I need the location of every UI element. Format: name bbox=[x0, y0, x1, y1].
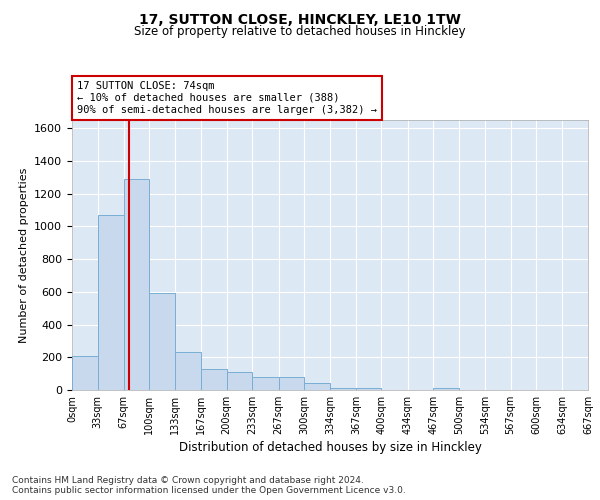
Bar bbox=[433, 388, 459, 390]
Text: 17 SUTTON CLOSE: 74sqm
← 10% of detached houses are smaller (388)
90% of semi-de: 17 SUTTON CLOSE: 74sqm ← 10% of detached… bbox=[77, 82, 377, 114]
Bar bbox=[201, 368, 227, 390]
Bar bbox=[252, 377, 278, 390]
Text: 17, SUTTON CLOSE, HINCKLEY, LE10 1TW: 17, SUTTON CLOSE, HINCKLEY, LE10 1TW bbox=[139, 12, 461, 26]
Bar bbox=[331, 388, 356, 390]
Bar bbox=[227, 372, 252, 390]
Bar bbox=[304, 384, 331, 390]
Bar bbox=[175, 352, 201, 390]
Text: Size of property relative to detached houses in Hinckley: Size of property relative to detached ho… bbox=[134, 25, 466, 38]
Bar bbox=[98, 215, 124, 390]
Text: Distribution of detached houses by size in Hinckley: Distribution of detached houses by size … bbox=[179, 441, 481, 454]
Bar bbox=[72, 356, 98, 390]
Text: Contains HM Land Registry data © Crown copyright and database right 2024.
Contai: Contains HM Land Registry data © Crown c… bbox=[12, 476, 406, 495]
Bar bbox=[149, 294, 175, 390]
Bar bbox=[278, 377, 304, 390]
Y-axis label: Number of detached properties: Number of detached properties bbox=[19, 168, 29, 342]
Bar bbox=[124, 179, 149, 390]
Bar bbox=[356, 388, 382, 390]
